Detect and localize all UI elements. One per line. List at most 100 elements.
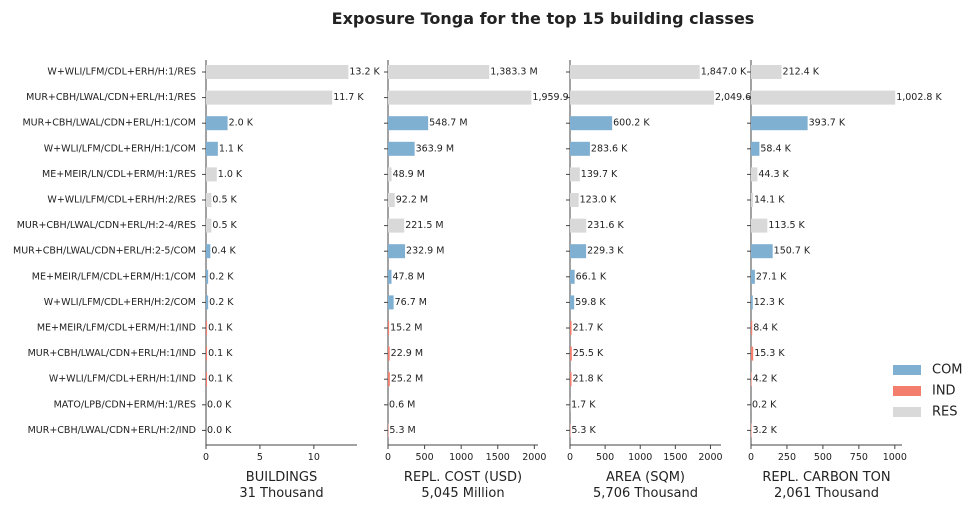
value-label: 0.2 K [752, 399, 777, 410]
value-label: 44.3 K [758, 169, 789, 180]
panels: 13.2 K 11.7 K 2.0 K 1.1 K 1.0 K 0.5 K 0.5 K 0.4… [202, 60, 942, 501]
bar [570, 65, 700, 79]
value-label: 0.4 K [211, 246, 236, 257]
value-label: 47.8 M [392, 271, 424, 282]
value-label: 21.8 K [573, 374, 604, 385]
x-axis-total: 2,061 Thousand [774, 486, 879, 501]
bar [388, 244, 406, 259]
category-label: ME+MEIR/LFM/CDL+ERM/H:1/IND [37, 323, 196, 334]
panel-1: 13.2 K 11.7 K 2.0 K 1.1 K 1.0 K 0.5 K 0.5 K 0.4… [202, 60, 381, 501]
bar [570, 321, 572, 335]
bar [751, 193, 754, 207]
value-label: 0.0 K [207, 425, 232, 436]
value-label: 2.0 K [229, 118, 254, 129]
value-label: 92.2 M [396, 195, 428, 206]
value-label: 13.2 K [349, 67, 380, 78]
panel-4: 212.4 K 1,002.8 K 393.7 K 58.4 K 44.3 K 14.1 … [747, 60, 942, 501]
value-label: 123.0 K [580, 195, 617, 206]
category-label: MUR+CBH/LWAL/CDN+ERL/H:2-5/COM [13, 246, 196, 257]
value-label: 548.7 M [429, 118, 467, 129]
x-tick-label: 0 [567, 452, 573, 463]
bar [388, 65, 490, 79]
value-label: 0.5 K [212, 220, 237, 231]
bar [570, 90, 714, 105]
bar [751, 244, 773, 259]
category-label: ME+MEIR/LFM/CDL+ERM/H:1/COM [32, 271, 196, 282]
bar [206, 116, 228, 131]
value-label: 221.5 M [405, 220, 443, 231]
x-tick-label: 500 [814, 452, 832, 463]
bar [206, 141, 218, 156]
value-label: 231.6 K [587, 220, 624, 231]
value-label: 229.3 K [587, 246, 624, 257]
category-label: W+WLI/LFM/CDL+ERH/H:2/RES [47, 195, 196, 206]
value-label: 0.5 K [212, 195, 237, 206]
legend-label: IND [932, 384, 956, 399]
category-labels: W+WLI/LFM/CDL+ERH/H:1/RES MUR+CBH/LWAL/CD… [13, 67, 196, 436]
value-label: 283.6 K [591, 143, 628, 154]
value-label: 113.5 K [768, 220, 805, 231]
x-tick-label: 5 [257, 452, 263, 463]
x-axis-total: 31 Thousand [239, 486, 323, 501]
x-axis-title: REPL. COST (USD) [404, 470, 522, 485]
x-axis-title: REPL. CARBON TON [762, 470, 890, 485]
bar [751, 295, 753, 310]
bar [206, 346, 208, 361]
value-label: 1.7 K [571, 399, 596, 410]
category-label: MUR+CBH/LWAL/CDN+ERL/H:2-4/RES [17, 220, 196, 231]
x-tick-label: 1500 [486, 452, 510, 463]
x-tick-label: 500 [416, 452, 434, 463]
value-label: 232.9 M [406, 246, 444, 257]
x-tick-label: 250 [778, 452, 796, 463]
value-label: 1,959.9 M [532, 92, 579, 103]
bar [751, 141, 760, 156]
value-label: 58.4 K [760, 143, 791, 154]
x-tick-label: 1500 [663, 452, 687, 463]
x-axis-title: AREA (SQM) [606, 470, 685, 485]
category-label: MATO/LPB/CDN+ERM/H:1/RES [54, 399, 196, 410]
bar [388, 141, 415, 156]
legend-swatch [893, 365, 921, 375]
chart-title: Exposure Tonga for the top 15 building c… [332, 9, 755, 28]
value-label: 0.2 K [209, 271, 234, 282]
bar [388, 218, 405, 233]
value-label: 212.4 K [783, 67, 820, 78]
bar [206, 218, 212, 233]
bar [388, 295, 394, 310]
bar [206, 372, 208, 387]
value-label: 0.2 K [209, 297, 234, 308]
category-label: W+WLI/LFM/CDL+ERH/H:2/COM [44, 297, 196, 308]
value-label: 0.0 K [207, 399, 232, 410]
value-label: 48.9 M [393, 169, 425, 180]
value-label: 15.3 K [754, 348, 785, 359]
value-label: 1,002.8 K [896, 92, 942, 103]
bar [751, 90, 896, 105]
value-label: 5.3 K [571, 425, 596, 436]
value-label: 25.5 K [573, 348, 604, 359]
legend-label: RES [932, 405, 958, 420]
category-label: W+WLI/LFM/CDL+ERH/H:1/COM [44, 143, 196, 154]
legend: COM IND RES [893, 363, 963, 420]
x-tick-label: 2000 [698, 452, 722, 463]
bar [751, 116, 808, 131]
bar [388, 90, 532, 105]
value-label: 0.6 M [389, 399, 415, 410]
value-label: 14.1 K [754, 195, 785, 206]
bar [206, 244, 211, 259]
value-label: 59.8 K [575, 297, 606, 308]
x-tick-label: 0 [748, 452, 754, 463]
value-label: 139.7 K [581, 169, 618, 180]
category-label: MUR+CBH/LWAL/CDN+ERL/H:1/COM [22, 118, 196, 129]
value-label: 2,049.6 K [715, 92, 761, 103]
bar [388, 193, 395, 207]
bar [206, 193, 212, 207]
bar [388, 321, 390, 335]
bar [751, 167, 758, 182]
bar [570, 295, 575, 310]
category-label: ME+MEIR/LN/CDL+ERM/H:1/RES [42, 169, 196, 180]
x-axis-title: BUILDINGS [246, 470, 317, 485]
category-label: W+WLI/LFM/CDL+ERH/H:1/RES [47, 67, 196, 78]
bar [206, 167, 217, 182]
bar [570, 218, 587, 233]
